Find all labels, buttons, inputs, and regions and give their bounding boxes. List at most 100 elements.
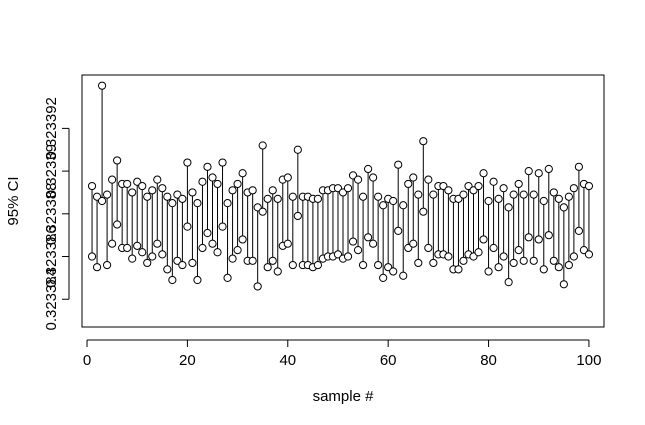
- upper-bound-point: [509, 190, 518, 199]
- lower-bound-point: [213, 248, 222, 257]
- lower-bound-point: [188, 258, 197, 268]
- lower-bound-point: [559, 280, 568, 289]
- lower-bound-point: [163, 265, 172, 274]
- lower-bound-point: [203, 228, 212, 238]
- upper-bound-point: [87, 181, 97, 191]
- upper-bound-point: [574, 162, 584, 171]
- lower-bound-point: [348, 237, 358, 246]
- x-axis: 0 20 40 60 80 100: [83, 339, 601, 369]
- upper-bound-point: [183, 158, 192, 167]
- upper-bound-point: [188, 188, 197, 197]
- upper-bound-point: [489, 177, 498, 186]
- lower-bound-point: [574, 226, 584, 235]
- upper-bound-point: [514, 179, 523, 189]
- lower-bound-point: [153, 239, 162, 248]
- upper-bound-point: [569, 184, 578, 193]
- lower-bound-point: [178, 260, 187, 270]
- upper-bound-point: [429, 190, 438, 199]
- upper-bound-point: [108, 175, 117, 184]
- lower-bound-point: [97, 196, 107, 206]
- plot-frame: [81, 74, 605, 328]
- lower-bound-point: [564, 260, 573, 270]
- upper-bound-point: [379, 201, 388, 210]
- x-tick-label: 100: [576, 352, 601, 369]
- upper-bound-point: [494, 194, 503, 203]
- lower-bound-point: [108, 239, 117, 248]
- lower-bound-point: [283, 239, 292, 248]
- upper-bound-point: [544, 164, 553, 174]
- lower-bound-point: [534, 235, 543, 244]
- lower-bound-point: [479, 235, 488, 244]
- lower-bound-point: [584, 250, 594, 259]
- upper-bound-point: [148, 186, 157, 195]
- upper-bound-point: [369, 173, 378, 182]
- lower-bound-point: [554, 263, 563, 272]
- lower-bound-point: [123, 243, 132, 253]
- lower-bound-point: [148, 252, 157, 261]
- lower-bound-point: [253, 282, 262, 291]
- lower-bound-point: [514, 246, 523, 255]
- upper-bound-point: [444, 186, 453, 195]
- upper-bound-point: [233, 179, 242, 189]
- upper-bound-point: [158, 184, 167, 193]
- upper-bound-point: [293, 145, 302, 154]
- lower-bound-point: [353, 246, 363, 255]
- y-axis-label: 95% CI: [5, 176, 22, 225]
- lower-bound-point: [87, 252, 97, 261]
- lower-bound-point: [509, 258, 518, 268]
- lower-bound-point: [459, 256, 468, 265]
- lower-bound-point: [539, 265, 548, 274]
- upper-bound-point: [394, 160, 403, 169]
- lower-bound-point: [258, 207, 267, 216]
- lower-bound-point: [193, 275, 202, 285]
- upper-bound-point: [343, 184, 353, 193]
- upper-bound-point: [178, 194, 187, 203]
- lower-bound-point: [133, 241, 142, 250]
- ci-points: [87, 81, 594, 291]
- y-tick-label: 0.323388: [43, 183, 60, 246]
- y-tick-label: 0.323392: [43, 97, 60, 160]
- lower-bound-point: [544, 231, 553, 240]
- lower-bound-point: [454, 265, 463, 274]
- lower-bound-point: [358, 260, 368, 270]
- lower-bound-point: [92, 263, 102, 272]
- upper-bound-point: [248, 186, 257, 195]
- lower-bound-point: [549, 256, 558, 265]
- lower-bound-point: [489, 243, 498, 253]
- upper-bound-point: [138, 181, 147, 191]
- upper-bound-point: [313, 194, 323, 203]
- upper-bound-point: [102, 190, 112, 199]
- upper-bound-point: [474, 181, 483, 191]
- lower-bound-point: [238, 235, 247, 244]
- upper-bound-point: [549, 188, 558, 197]
- lower-bound-point: [138, 248, 147, 257]
- upper-bound-point: [539, 196, 548, 206]
- upper-bound-point: [153, 175, 162, 184]
- upper-bound-point: [399, 201, 408, 210]
- upper-bound-point: [534, 169, 543, 178]
- upper-bound-point: [198, 177, 207, 186]
- upper-bound-point: [389, 196, 398, 206]
- y-tick-label: 0.323384: [43, 268, 60, 331]
- upper-bound-point: [113, 156, 122, 165]
- lower-bound-point: [529, 256, 538, 265]
- lower-bound-point: [414, 258, 423, 268]
- lower-bound-point: [484, 267, 493, 276]
- upper-bound-point: [263, 194, 272, 203]
- upper-bound-point: [419, 137, 428, 146]
- upper-bound-point: [459, 190, 468, 199]
- upper-bound-point: [143, 192, 152, 201]
- upper-bound-point: [223, 199, 232, 208]
- lower-bound-point: [374, 260, 383, 270]
- upper-bound-point: [584, 181, 594, 191]
- upper-bound-point: [203, 162, 212, 171]
- lower-bound-point: [128, 254, 137, 263]
- upper-bound-point: [529, 190, 538, 199]
- lower-bound-point: [343, 252, 353, 261]
- lower-bound-point: [198, 243, 207, 253]
- upper-bound-point: [524, 167, 533, 176]
- upper-bound-point: [283, 173, 292, 182]
- y-tick-label: 0.32339: [43, 144, 60, 198]
- upper-bound-point: [374, 192, 383, 201]
